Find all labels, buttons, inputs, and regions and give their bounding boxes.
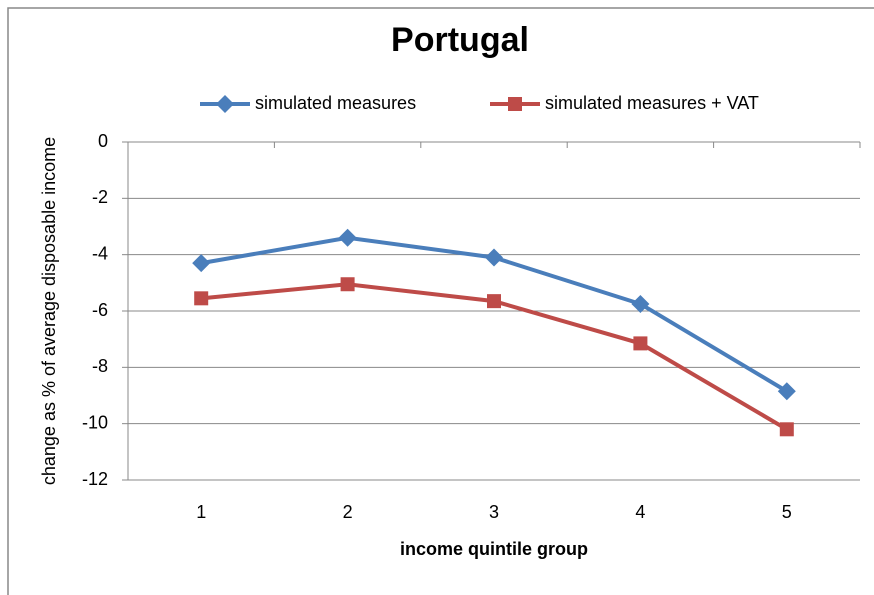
y-tick-label: -6	[92, 300, 108, 320]
x-tick-label: 3	[489, 502, 499, 522]
y-tick-label: 0	[98, 131, 108, 151]
x-tick-label: 5	[782, 502, 792, 522]
legend-label: simulated measures	[255, 93, 416, 113]
x-tick-label: 4	[635, 502, 645, 522]
marker	[338, 228, 357, 247]
chart-title: Portugal	[391, 21, 529, 59]
marker	[487, 294, 501, 309]
y-tick-label: -4	[92, 243, 108, 263]
legend-label: simulated measures + VAT	[545, 93, 759, 113]
y-tick-label: -8	[92, 356, 108, 376]
marker	[633, 336, 648, 351]
marker	[631, 294, 650, 313]
y-axis-label: change as % of average disposable income	[39, 137, 59, 485]
marker	[194, 291, 209, 306]
marker	[779, 422, 794, 437]
marker	[777, 382, 796, 401]
y-tick-label: -10	[82, 412, 108, 432]
x-tick-label: 2	[343, 502, 353, 522]
x-axis-label: income quintile group	[400, 539, 588, 559]
marker	[216, 95, 234, 113]
marker	[192, 254, 211, 273]
x-tick-label: 1	[196, 502, 206, 522]
y-tick-label: -12	[82, 469, 108, 489]
marker	[485, 248, 503, 267]
marker	[340, 277, 355, 292]
y-tick-label: -2	[92, 187, 108, 207]
chart-border	[7, 7, 874, 595]
marker	[508, 97, 522, 111]
